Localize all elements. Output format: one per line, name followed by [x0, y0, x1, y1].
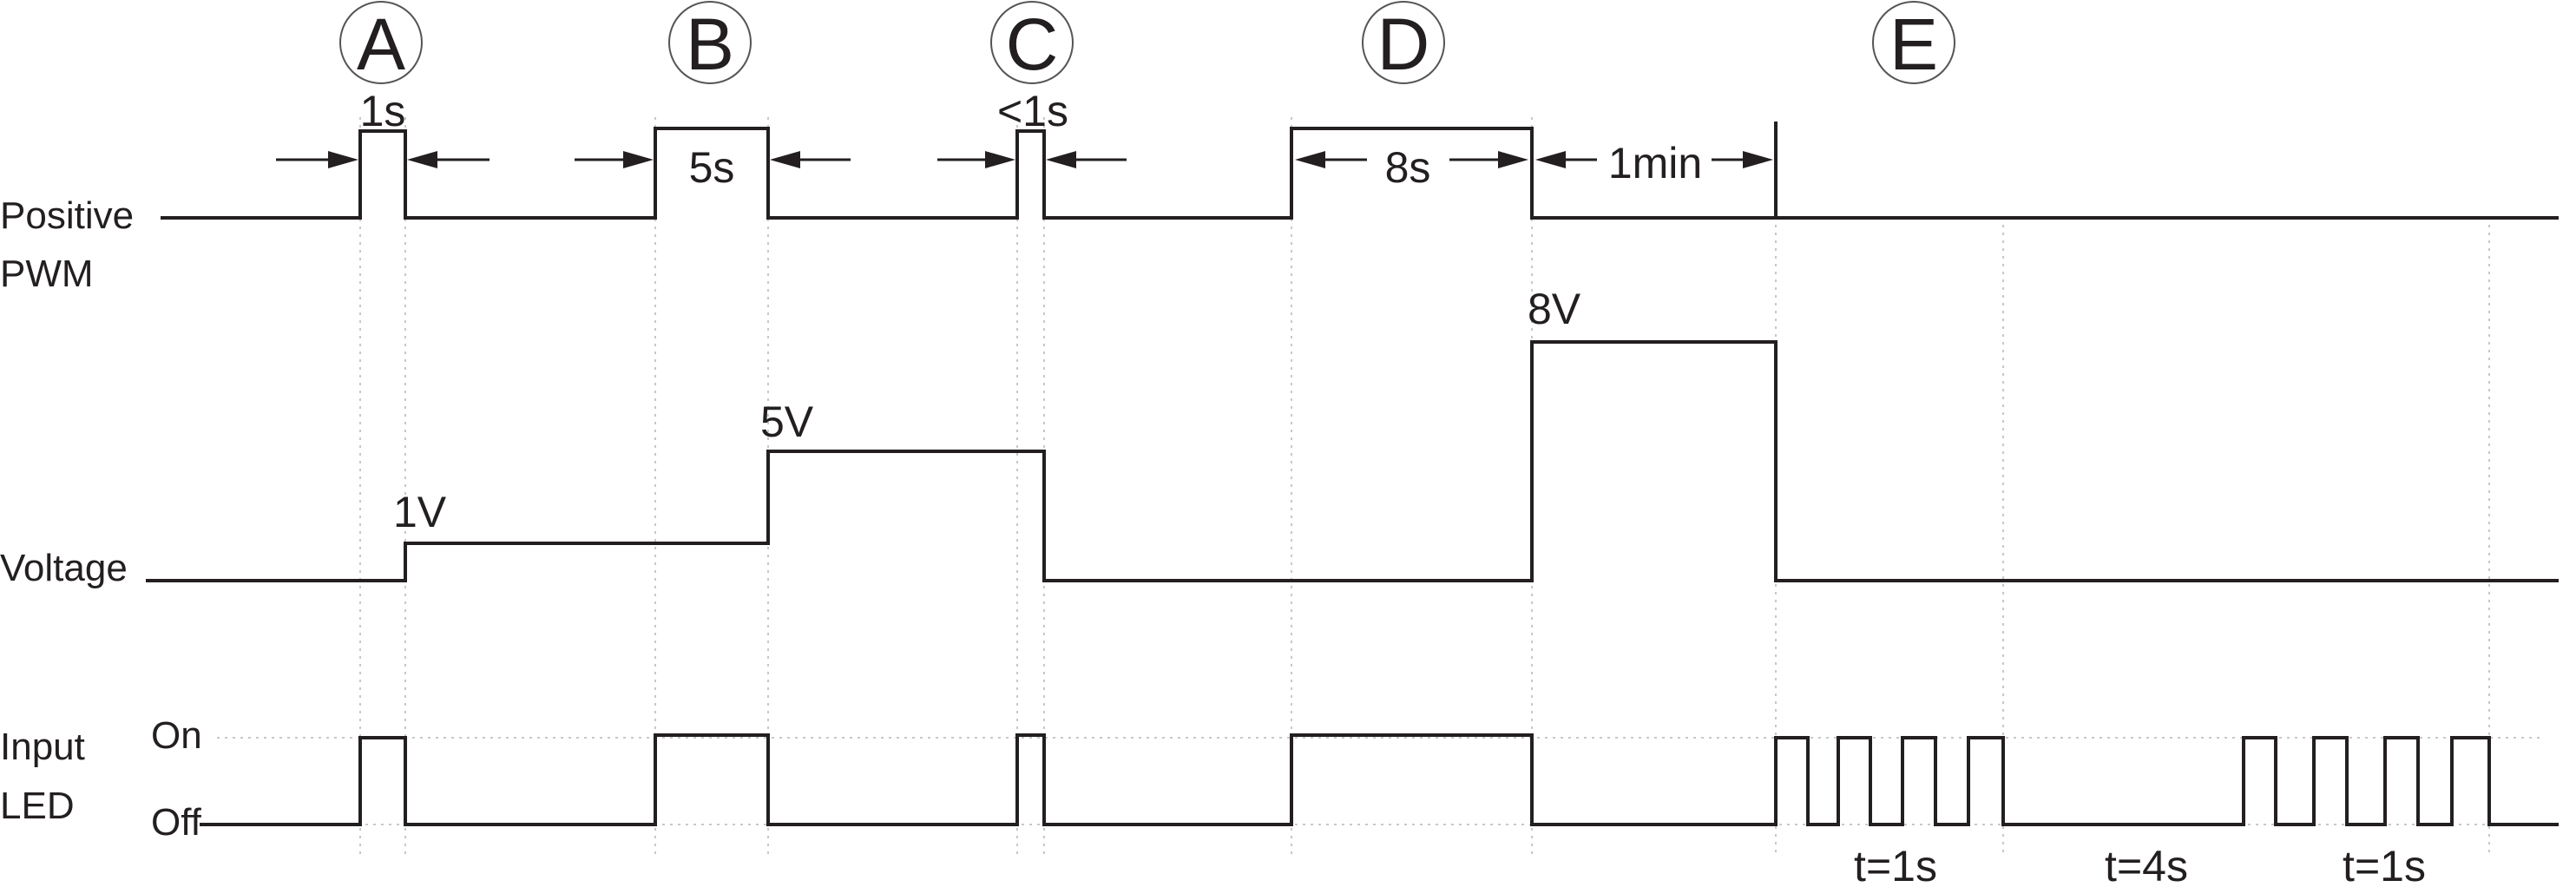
arrow-b-right-head: [770, 151, 800, 168]
phase-letter-e: E: [1889, 3, 1938, 85]
duration-labels: 1s 5s <1s 8s 1min: [360, 87, 1703, 192]
phase-markers: A B C D E: [339, 1, 1955, 85]
arrow-hold-left-head: [1535, 151, 1566, 168]
arrow-d-left-head: [1295, 151, 1325, 168]
duration-label-b: 5s: [689, 143, 735, 192]
phase-letter-a: A: [357, 3, 405, 85]
duration-label-d: 8s: [1385, 143, 1431, 192]
arrow-c-left-head: [985, 151, 1015, 168]
blink-label-fast2: t=1s: [2343, 842, 2426, 887]
phase-letter-b: B: [686, 3, 734, 85]
arrow-b-left-head: [623, 151, 654, 168]
led-waveform: [200, 733, 2559, 826]
blink-label-fast1: t=1s: [1854, 842, 1937, 887]
voltage-waveform: [146, 340, 2559, 582]
arrow-a-left-head: [328, 151, 358, 168]
arrow-hold-right-head: [1743, 151, 1773, 168]
led-off-label: Off: [151, 801, 202, 844]
led-on-label: On: [151, 714, 202, 757]
voltage-label-8v: 8V: [1528, 285, 1581, 333]
guide-lines: [217, 117, 2543, 855]
phase-circle-d: [1362, 1, 1445, 84]
duration-label-a: 1s: [360, 87, 406, 135]
dimension-arrows: [276, 151, 1773, 168]
blink-label-pause: t=4s: [2105, 842, 2188, 887]
blink-labels: t=1s t=4s t=1s: [1854, 842, 2426, 887]
row-labels: Positive PWM Voltage Input LED On Off: [0, 194, 202, 844]
phase-circle-b: [668, 1, 752, 84]
phase-letter-c: C: [1006, 3, 1059, 85]
led-label-line2: LED: [0, 785, 75, 827]
duration-label-hold: 1min: [1608, 139, 1702, 187]
voltage-labels: 1V 5V 8V: [393, 285, 1581, 536]
arrow-d-right-head: [1498, 151, 1528, 168]
phase-letter-d: D: [1377, 3, 1430, 85]
led-label-line1: Input: [0, 726, 85, 768]
phase-circle-a: [339, 1, 423, 84]
phase-circle-e: [1872, 1, 1955, 84]
pwm-label-line2: PWM: [0, 253, 94, 295]
pwm-waveform: [161, 127, 2559, 220]
arrow-c-right-head: [1046, 151, 1076, 168]
pwm-label-line1: Positive: [0, 194, 134, 237]
voltage-label-5v: 5V: [760, 398, 814, 446]
arrow-a-right-head: [407, 151, 437, 168]
voltage-label-1v: 1V: [393, 488, 447, 536]
phase-circle-c: [990, 1, 1074, 84]
duration-label-c: <1s: [997, 87, 1068, 135]
voltage-label: Voltage: [0, 547, 128, 589]
